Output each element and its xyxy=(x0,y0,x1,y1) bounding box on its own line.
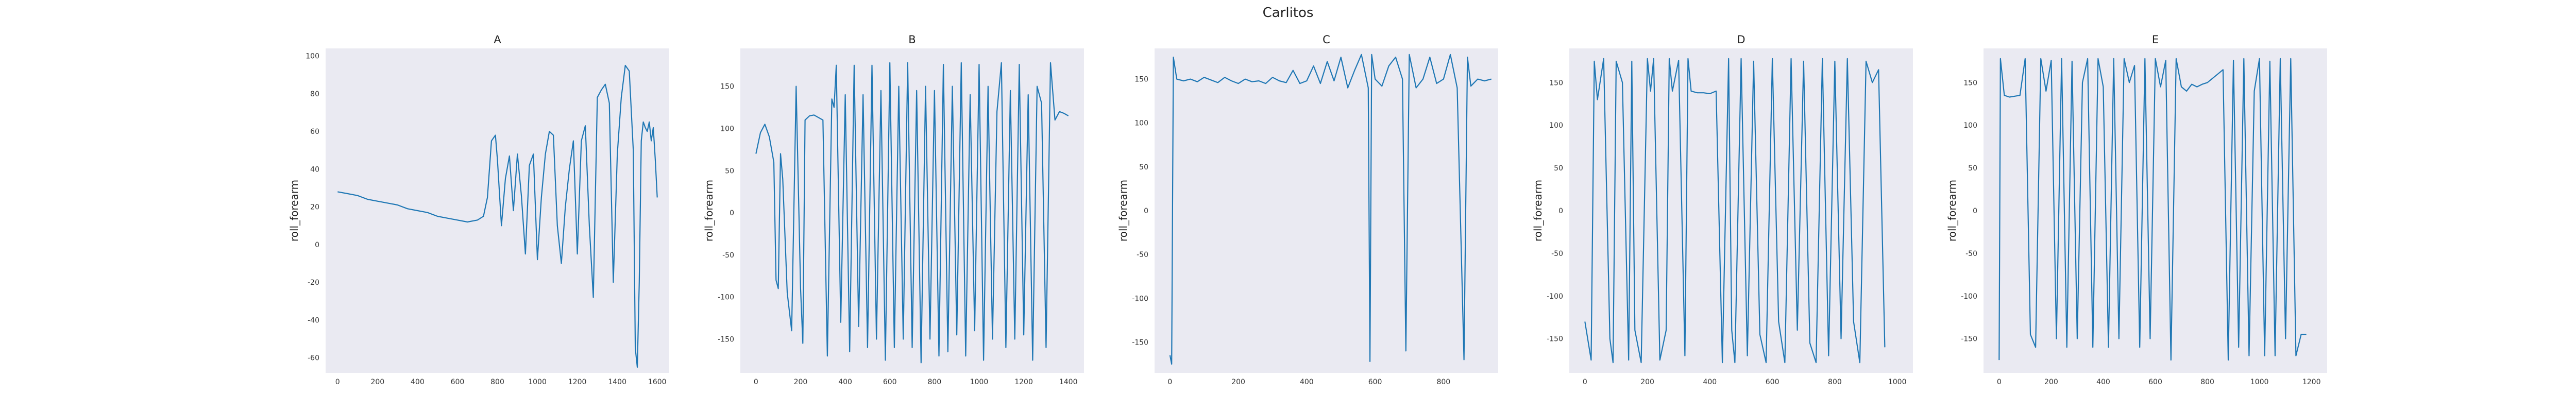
y-tick-label: -100 xyxy=(718,294,734,302)
x-tick-label: 200 xyxy=(2044,378,2058,386)
x-tick-label: 1200 xyxy=(568,378,587,386)
x-tick-label: 800 xyxy=(927,378,941,386)
y-tick-label: 50 xyxy=(1968,164,1977,173)
y-tick-label: 40 xyxy=(310,165,319,174)
y-tick-label: 80 xyxy=(310,90,319,98)
panel-title: C xyxy=(1323,33,1330,46)
x-tick-label: 1200 xyxy=(1014,378,1033,386)
panel-title: B xyxy=(908,33,916,46)
y-tick-label: 0 xyxy=(315,241,319,249)
x-tick-label: 800 xyxy=(490,378,504,386)
x-tick-label: 200 xyxy=(794,378,808,386)
series-line xyxy=(1584,58,1886,364)
x-tick-label: 1600 xyxy=(648,378,667,386)
x-tick-label: 1200 xyxy=(2302,378,2321,386)
plot-area xyxy=(1569,48,1913,373)
y-tick-label: 100 xyxy=(306,53,319,61)
y-tick-label: 100 xyxy=(1549,122,1563,130)
y-tick-label: -150 xyxy=(1547,335,1563,344)
y-axis-label: roll_forearm xyxy=(1946,180,1958,242)
panel-title: D xyxy=(1737,33,1745,46)
x-tick-label: 0 xyxy=(1167,378,1172,386)
x-tick-label: 1400 xyxy=(1059,378,1078,386)
x-tick-label: 0 xyxy=(335,378,340,386)
y-tick-label: 150 xyxy=(1963,79,1977,87)
y-tick-label: 50 xyxy=(725,167,734,175)
x-tick-label: 600 xyxy=(1368,378,1382,386)
y-tick-label: 50 xyxy=(1139,163,1148,171)
x-tick-label: 1000 xyxy=(528,378,547,386)
y-axis-label: roll_forearm xyxy=(703,180,715,242)
y-axis-label: roll_forearm xyxy=(1532,180,1544,242)
panel-title: E xyxy=(2152,33,2159,46)
x-tick-label: 600 xyxy=(2148,378,2162,386)
x-tick-label: 200 xyxy=(370,378,384,386)
x-tick-label: 200 xyxy=(1640,378,1654,386)
y-tick-label: 150 xyxy=(720,83,734,91)
y-tick-label: 100 xyxy=(720,125,734,133)
series-line xyxy=(755,62,1069,364)
y-tick-label: 0 xyxy=(1558,207,1563,215)
y-tick-label: -150 xyxy=(718,336,734,344)
x-tick-label: 400 xyxy=(838,378,852,386)
x-tick-label: 1000 xyxy=(970,378,989,386)
x-tick-label: 600 xyxy=(1766,378,1780,386)
y-tick-label: -60 xyxy=(308,354,319,363)
series-line xyxy=(337,64,658,368)
x-tick-label: 800 xyxy=(1436,378,1450,386)
x-tick-label: 600 xyxy=(883,378,897,386)
y-tick-label: -100 xyxy=(1547,293,1563,301)
plot-area xyxy=(326,48,669,373)
y-tick-label: -50 xyxy=(722,251,734,260)
y-tick-label: 100 xyxy=(1134,119,1148,128)
y-tick-label: 0 xyxy=(1144,207,1148,215)
plot-area xyxy=(1155,48,1498,373)
y-tick-label: -40 xyxy=(308,316,319,324)
x-tick-label: 0 xyxy=(754,378,758,386)
y-tick-label: 150 xyxy=(1549,79,1563,87)
x-tick-label: 400 xyxy=(2096,378,2110,386)
y-tick-label: 150 xyxy=(1134,76,1148,84)
y-tick-label: -20 xyxy=(308,279,319,287)
y-tick-label: -100 xyxy=(1961,293,1977,301)
y-tick-label: -150 xyxy=(1961,335,1977,344)
series-line xyxy=(1998,58,2307,361)
panel-title: A xyxy=(494,33,501,46)
x-tick-label: 400 xyxy=(411,378,425,386)
x-tick-label: 400 xyxy=(1703,378,1717,386)
x-tick-label: 1000 xyxy=(2250,378,2269,386)
x-tick-label: 1400 xyxy=(608,378,626,386)
y-axis-label: roll_forearm xyxy=(1117,180,1129,242)
x-tick-label: 600 xyxy=(451,378,465,386)
y-axis-label: roll_forearm xyxy=(288,180,300,242)
y-tick-label: 100 xyxy=(1963,122,1977,130)
x-tick-label: 400 xyxy=(1300,378,1314,386)
series-line xyxy=(1169,54,1492,365)
x-tick-label: 0 xyxy=(1997,378,2002,386)
y-tick-label: 0 xyxy=(730,209,734,217)
y-tick-label: 50 xyxy=(1554,164,1563,173)
y-tick-label: -100 xyxy=(1132,295,1148,303)
figure-suptitle: Carlitos xyxy=(1263,5,1314,21)
y-tick-label: 0 xyxy=(1973,207,1977,215)
y-tick-label: 20 xyxy=(310,203,319,212)
y-tick-label: -50 xyxy=(1551,250,1563,258)
y-tick-label: -150 xyxy=(1132,338,1148,347)
x-tick-label: 800 xyxy=(1828,378,1842,386)
y-tick-label: -50 xyxy=(1137,251,1148,259)
x-tick-label: 200 xyxy=(1231,378,1245,386)
y-tick-label: -50 xyxy=(1965,250,1977,258)
y-tick-label: 60 xyxy=(310,128,319,136)
x-tick-label: 800 xyxy=(2200,378,2214,386)
plot-area xyxy=(1984,48,2327,373)
x-tick-label: 0 xyxy=(1583,378,1587,386)
x-tick-label: 1000 xyxy=(1888,378,1907,386)
